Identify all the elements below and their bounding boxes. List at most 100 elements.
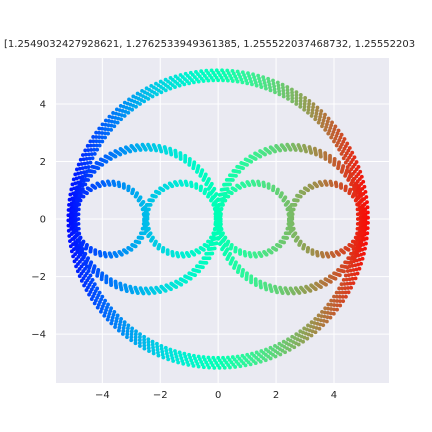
data-point [214, 192, 219, 196]
data-point [356, 164, 361, 169]
data-point [341, 294, 345, 299]
data-point [214, 68, 219, 73]
data-point [117, 108, 122, 113]
data-point [321, 323, 326, 328]
data-point [174, 285, 179, 290]
data-point [165, 252, 170, 256]
data-point [77, 252, 82, 257]
data-point [135, 91, 140, 96]
data-point [311, 102, 316, 107]
data-point [342, 282, 347, 286]
data-point [76, 162, 81, 167]
data-point [330, 120, 334, 125]
data-point [204, 68, 209, 73]
data-point [162, 145, 167, 149]
data-point [102, 313, 107, 318]
data-point [352, 191, 357, 196]
data-point [207, 365, 211, 370]
data-point [302, 143, 306, 148]
data-point [359, 252, 363, 257]
data-point [290, 96, 295, 101]
data-point [350, 150, 355, 155]
data-point [89, 152, 94, 157]
data-point [253, 361, 258, 366]
data-point [359, 261, 363, 266]
data-point [124, 250, 129, 255]
data-point [357, 186, 361, 191]
data-point [342, 269, 346, 274]
data-point [86, 152, 91, 157]
data-point [122, 320, 127, 325]
data-point [332, 298, 337, 303]
data-point [140, 88, 144, 93]
data-point [348, 281, 353, 286]
data-point [362, 210, 366, 214]
data-point [262, 80, 267, 85]
data-point [69, 187, 74, 192]
data-point [176, 254, 181, 259]
data-point [120, 109, 125, 113]
data-point [140, 236, 145, 240]
data-point [258, 82, 263, 87]
data-point [115, 120, 120, 125]
data-point [71, 177, 76, 182]
data-point [235, 164, 240, 169]
data-point [130, 326, 135, 331]
data-point [329, 123, 334, 128]
data-point [134, 143, 139, 148]
chart-title: [1.2549032427928621, 1.2762533949361385,… [4, 39, 415, 50]
data-point [337, 160, 341, 165]
data-point [90, 164, 95, 169]
data-point [103, 131, 108, 136]
data-point [325, 311, 330, 315]
data-point [279, 143, 284, 148]
data-point [337, 252, 341, 257]
data-point [157, 143, 162, 148]
data-point [115, 313, 120, 318]
data-point [100, 135, 105, 140]
data-point [95, 181, 100, 186]
data-point [240, 181, 244, 186]
data-point [338, 294, 342, 299]
data-point [113, 325, 117, 329]
data-point [76, 238, 81, 243]
data-point [146, 337, 151, 342]
data-point [271, 184, 276, 189]
data-point [133, 332, 138, 337]
data-point [122, 323, 127, 327]
data-point [362, 220, 367, 225]
data-point [364, 236, 369, 241]
data-point [110, 115, 115, 120]
data-point [233, 249, 238, 254]
data-point [281, 88, 286, 93]
data-point [142, 337, 147, 342]
data-point [109, 127, 114, 132]
data-point [315, 105, 320, 110]
data-point [91, 270, 95, 274]
data-point [171, 359, 176, 363]
data-point [328, 179, 333, 184]
data-point [165, 354, 170, 359]
data-point [152, 291, 157, 295]
data-point [321, 254, 325, 259]
data-point [72, 203, 77, 207]
data-point [249, 280, 253, 285]
data-point [146, 234, 151, 239]
data-point [88, 139, 93, 144]
data-point [169, 353, 174, 358]
data-point [335, 307, 339, 312]
data-point [125, 329, 130, 334]
data-point [235, 183, 239, 188]
data-point [71, 236, 76, 241]
data-point [342, 250, 346, 255]
data-point [75, 269, 80, 274]
data-point [331, 254, 336, 258]
data-point [243, 253, 248, 258]
data-point [130, 290, 135, 295]
data-point [282, 240, 286, 245]
data-point [99, 277, 104, 282]
data-point [301, 246, 306, 251]
data-point [187, 254, 191, 258]
data-point [307, 145, 312, 149]
